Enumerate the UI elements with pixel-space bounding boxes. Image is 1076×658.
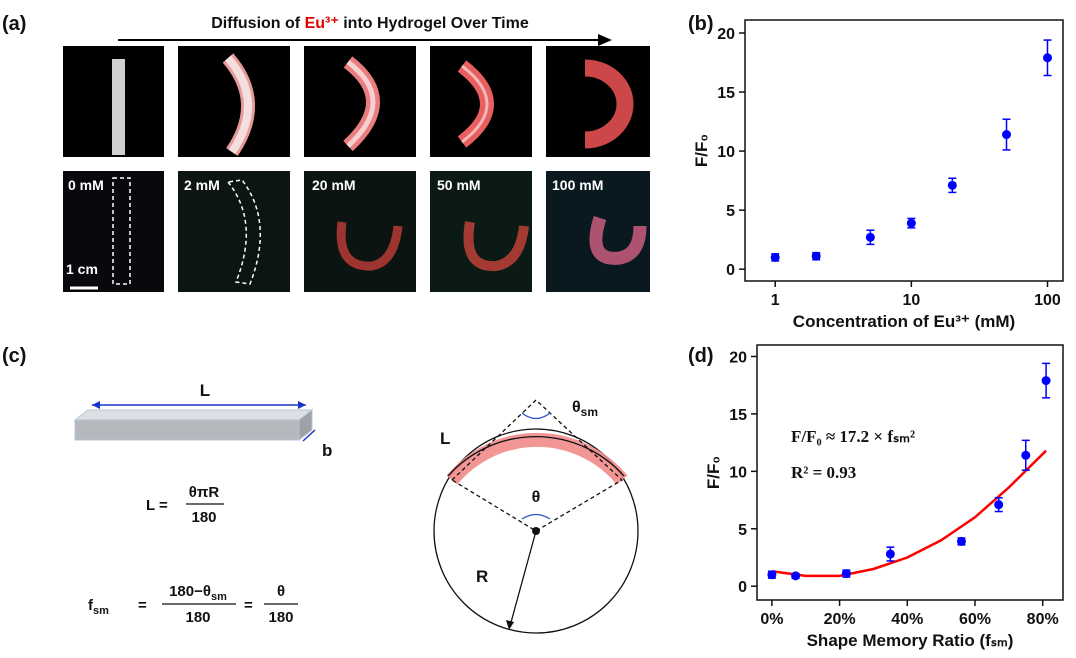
y-tick-label: 5 xyxy=(726,203,735,220)
width-label: b xyxy=(322,441,332,460)
y-tick-label: 5 xyxy=(738,522,747,539)
eq-lhs: fsm xyxy=(88,597,109,617)
eq-den: 180 xyxy=(185,609,210,626)
sym: 180−θ xyxy=(169,583,211,600)
panel-label: (c) xyxy=(2,345,26,367)
gel-shape xyxy=(112,59,125,155)
gel-shape xyxy=(584,59,634,149)
sub: sm xyxy=(211,591,227,603)
point xyxy=(1041,376,1051,386)
point xyxy=(1002,130,1012,140)
point xyxy=(865,232,875,242)
radius-label: R xyxy=(476,567,488,586)
photo xyxy=(430,171,532,292)
point xyxy=(906,218,916,228)
sample-label: 0 mM xyxy=(68,177,104,193)
x-tick-label: 80% xyxy=(1027,611,1059,628)
sym: f xyxy=(88,597,94,614)
panel-label: (a) xyxy=(2,13,26,35)
gel-outline xyxy=(226,179,261,285)
point xyxy=(1042,53,1052,63)
width-arrow xyxy=(302,429,316,442)
y-tick-label: 10 xyxy=(729,464,747,481)
point xyxy=(947,180,957,190)
gel-core xyxy=(346,60,376,148)
schematic-row xyxy=(63,46,650,157)
point xyxy=(767,570,777,580)
x-tick-label: 40% xyxy=(891,611,923,628)
eq-num: θπR xyxy=(189,484,220,501)
y-tick-label: 15 xyxy=(729,407,747,424)
panel-title: Diffusion of Eu³⁺ into Hydrogel Over Tim… xyxy=(211,15,529,32)
panel-label: (d) xyxy=(688,345,714,367)
angle-label: θ xyxy=(532,489,541,506)
point xyxy=(841,569,851,579)
x-tick-label: 60% xyxy=(959,611,991,628)
gel-shape xyxy=(589,216,647,265)
eq-den: 180 xyxy=(268,609,293,626)
gel-core xyxy=(461,64,489,144)
gel-shape xyxy=(336,221,403,271)
point xyxy=(1021,450,1031,460)
y-tick-label: 0 xyxy=(726,262,735,279)
x-axis-label: Concentration of Eu³⁺ (mM) xyxy=(793,312,1015,331)
sample-label: 20 mM xyxy=(312,177,356,193)
y-tick-label: 20 xyxy=(717,26,735,43)
angle-label: θsm xyxy=(572,399,598,419)
point xyxy=(791,571,801,581)
panel-label: (b) xyxy=(688,13,714,35)
equation: fsm = 180−θsm 180 = θ 180 xyxy=(88,583,298,626)
title-part: Eu³⁺ xyxy=(305,15,339,32)
sub: sm xyxy=(93,605,109,617)
y-axis-label: F/F₀ xyxy=(692,134,711,167)
point xyxy=(811,251,821,261)
arrow-head xyxy=(598,34,612,46)
eq-num: 180−θsm xyxy=(169,583,227,603)
annotation: F/F₀ ≈ 17.2 × fₛₘ² xyxy=(791,427,915,446)
gel-shape xyxy=(463,221,529,272)
plot-frame xyxy=(756,344,1064,601)
point xyxy=(956,536,966,546)
eq-den: 180 xyxy=(191,509,216,526)
equation: L = θπR 180 xyxy=(146,484,224,526)
arc-label: L xyxy=(440,429,450,448)
eq-sign: = xyxy=(138,597,147,614)
title-part: Diffusion of xyxy=(211,15,304,32)
eq-num: θ xyxy=(277,583,285,600)
sample-label: 50 mM xyxy=(437,177,481,193)
plot-frame xyxy=(744,19,1064,282)
scale-label: 1 cm xyxy=(66,261,98,277)
photo-row: 1 cm 0 mM 2 mM 20 mM 50 mM 100 mM xyxy=(63,171,650,292)
annotation: R² = 0.93 xyxy=(791,463,856,482)
eq-lhs: L = xyxy=(146,497,168,514)
sym: θ xyxy=(572,399,581,416)
sample-label: 100 mM xyxy=(552,177,603,193)
title-part: into Hydrogel Over Time xyxy=(339,15,529,32)
y-tick-label: 15 xyxy=(717,85,735,102)
sub: sm xyxy=(581,405,598,419)
x-tick-label: 20% xyxy=(824,611,856,628)
y-tick-label: 0 xyxy=(738,579,747,596)
length-label: L xyxy=(200,381,210,400)
y-tick-label: 20 xyxy=(729,349,747,366)
point xyxy=(885,549,895,559)
x-tick-label: 1 xyxy=(771,292,780,309)
eq-sign: = xyxy=(244,597,253,614)
point xyxy=(994,500,1004,510)
x-axis-label: Shape Memory Ratio (fₛₘ) xyxy=(807,631,1014,650)
x-tick-label: 10 xyxy=(902,292,920,309)
y-axis-label: F/F₀ xyxy=(704,456,723,489)
x-tick-label: 100 xyxy=(1034,292,1061,309)
gel-outline xyxy=(112,177,131,285)
gel-core xyxy=(224,55,253,155)
sample-label: 2 mM xyxy=(184,177,220,193)
gel-bar xyxy=(73,408,314,442)
arc-diagram xyxy=(433,399,639,634)
x-tick-label: 0% xyxy=(760,611,783,628)
point xyxy=(770,252,780,262)
y-tick-label: 10 xyxy=(717,144,735,161)
